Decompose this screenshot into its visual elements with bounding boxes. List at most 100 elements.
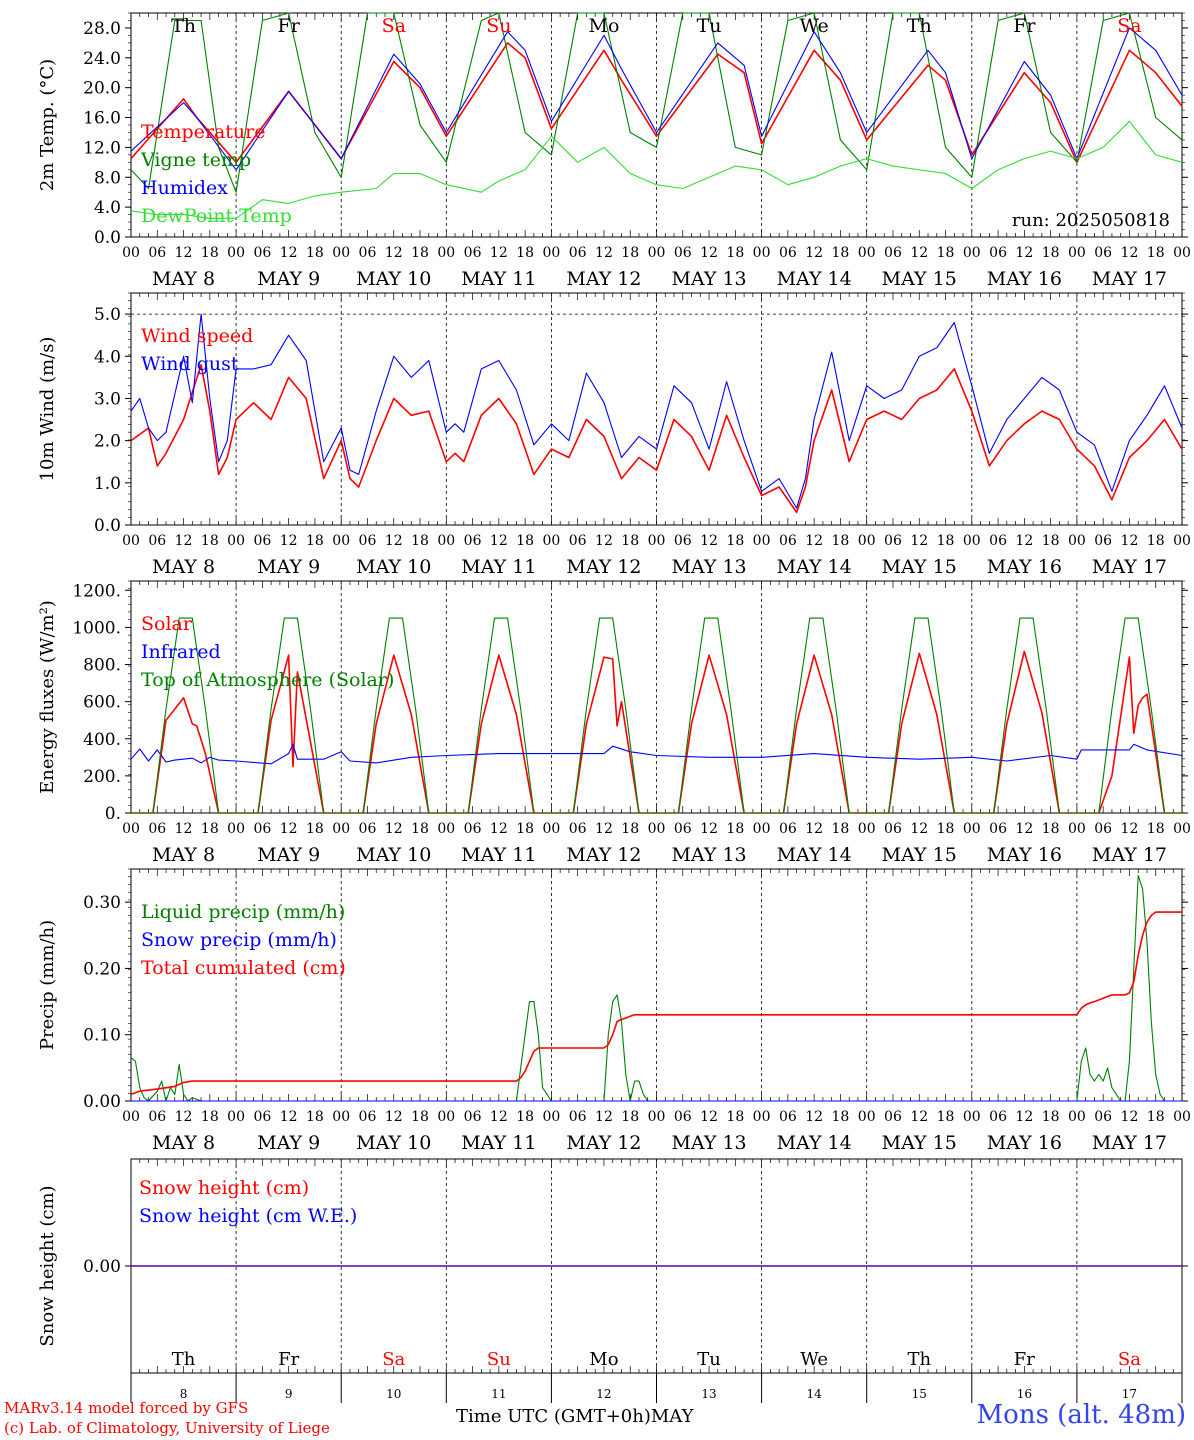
run-label: run: 2025050818 <box>1012 210 1170 231</box>
hour-tick-label: 18 <box>621 1109 639 1125</box>
hour-tick-label: 06 <box>148 533 166 549</box>
lab-credit: (c) Lab. of Climatology, University of L… <box>4 1419 330 1437</box>
hour-tick-label: 00 <box>437 245 455 261</box>
hour-tick-label: 18 <box>411 533 429 549</box>
y-tick-label: 0.0 <box>94 516 121 536</box>
hour-tick-label: 12 <box>1015 533 1033 549</box>
legend-entry: Infrared <box>141 641 221 663</box>
hour-tick-label: 00 <box>227 821 245 837</box>
hour-tick-label: 18 <box>411 1109 429 1125</box>
hour-tick-label: 06 <box>148 821 166 837</box>
date-label: MAY 16 <box>987 268 1062 290</box>
y-tick-label: 400. <box>83 730 121 750</box>
panel-2: 0.0 1.0 2.0 3.0 4.0 5.0 10m Wind (m/s) Wind spe… <box>37 292 1191 578</box>
x-axis-label: Time UTC (GMT+0h)MAY <box>456 1406 693 1427</box>
y-tick-label: 0.00 <box>83 1257 121 1277</box>
hour-tick-label: 18 <box>201 533 219 549</box>
hour-tick-label: 06 <box>569 245 587 261</box>
day-abbr: Tu <box>697 15 722 37</box>
date-label: MAY 8 <box>152 556 215 578</box>
hour-tick-label: 00 <box>963 821 981 837</box>
hour-tick-label: 18 <box>306 1109 324 1125</box>
hour-tick-label: 06 <box>884 245 902 261</box>
hour-tick-label: 06 <box>779 821 797 837</box>
hour-tick-label: 12 <box>910 533 928 549</box>
hour-tick-label: 06 <box>569 1109 587 1125</box>
legend-entry: Top of Atmosphere (Solar) <box>141 669 394 691</box>
hour-tick-label: 18 <box>726 533 744 549</box>
hour-tick-label: 06 <box>674 245 692 261</box>
hour-tick-label: 00 <box>963 1109 981 1125</box>
hour-tick-label: 18 <box>1042 821 1060 837</box>
hour-tick-label: 18 <box>937 1109 955 1125</box>
hour-tick-label: 06 <box>464 821 482 837</box>
hour-tick-label: 06 <box>1094 533 1112 549</box>
hour-tick-label: 12 <box>280 821 298 837</box>
hour-tick-label: 00 <box>542 821 560 837</box>
hour-tick-label: 06 <box>884 533 902 549</box>
hour-tick-label: 00 <box>227 245 245 261</box>
hour-tick-label: 18 <box>1042 1109 1060 1125</box>
x-axis-title: Time UTC (GMT+0h) <box>456 1406 651 1427</box>
date-label: MAY 9 <box>257 844 320 866</box>
date-label: MAY 15 <box>882 268 957 290</box>
panel-3: 0. 200. 400. 600. 800. 1000. 1200. Energy fluxe… <box>37 580 1191 866</box>
hour-tick-label: 06 <box>989 245 1007 261</box>
hour-tick-label: 06 <box>148 1109 166 1125</box>
hour-tick-label: 18 <box>832 533 850 549</box>
panel-5: 0.00 Snow height (cm) Snow height (cm) Snow… <box>37 1158 1188 1403</box>
hour-tick-label: 06 <box>253 821 271 837</box>
hour-tick-label: 12 <box>700 1109 718 1125</box>
hour-tick-label: 06 <box>779 1109 797 1125</box>
legend-entry: Wind gust <box>141 353 239 375</box>
legend-entry: Snow precip (mm/h) <box>141 929 337 951</box>
hour-tick-label: 00 <box>1068 245 1086 261</box>
date-label: MAY 12 <box>566 556 641 578</box>
hour-tick-label: 00 <box>1068 821 1086 837</box>
hour-tick-label: 06 <box>1094 1109 1112 1125</box>
date-label: MAY 13 <box>671 844 746 866</box>
series-line <box>130 911 1182 1096</box>
date-label: MAY 15 <box>882 844 957 866</box>
hour-tick-label: 06 <box>674 533 692 549</box>
hour-tick-label: 12 <box>175 245 193 261</box>
series-line <box>131 617 1182 814</box>
legend-entry: Wind speed <box>141 325 253 347</box>
day-abbr: Th <box>907 1349 931 1370</box>
hour-tick-label: 00 <box>122 245 140 261</box>
date-label: MAY 8 <box>152 1132 215 1154</box>
hour-tick-label: 12 <box>1121 1109 1139 1125</box>
y-tick-label: 200. <box>83 767 121 787</box>
hour-tick-label: 06 <box>359 821 377 837</box>
hour-tick-label: 00 <box>648 533 666 549</box>
day-number: 17 <box>1122 1387 1137 1401</box>
hour-tick-label: 12 <box>595 245 613 261</box>
date-label: MAY 11 <box>461 556 536 578</box>
hour-tick-label: 00 <box>332 533 350 549</box>
hour-tick-label: 12 <box>490 1109 508 1125</box>
hour-tick-label: 00 <box>963 245 981 261</box>
hour-tick-label: 18 <box>411 821 429 837</box>
hour-tick-label: 18 <box>621 533 639 549</box>
y-axis-label: Snow height (cm) <box>37 1185 58 1346</box>
day-abbr: Mo <box>588 15 619 37</box>
date-label: MAY 9 <box>257 268 320 290</box>
hour-tick-label: 12 <box>385 821 403 837</box>
hour-tick-label: 00 <box>1068 533 1086 549</box>
hour-tick-label: 18 <box>306 533 324 549</box>
y-tick-label: 0.00 <box>83 1092 121 1112</box>
date-label: MAY 17 <box>1092 1132 1167 1154</box>
date-label: MAY 9 <box>257 556 320 578</box>
hour-tick-label: 00 <box>858 1109 876 1125</box>
date-label: MAY 12 <box>566 268 641 290</box>
y-tick-label: 5.0 <box>94 305 121 325</box>
date-label: MAY 17 <box>1092 268 1167 290</box>
hour-tick-label: 12 <box>1121 533 1139 549</box>
hour-tick-label: 18 <box>937 245 955 261</box>
hour-tick-label: 12 <box>280 1109 298 1125</box>
hour-tick-label: 12 <box>700 533 718 549</box>
hour-tick-label: 12 <box>385 245 403 261</box>
y-tick-label: 0.20 <box>83 959 121 979</box>
day-abbr: Tu <box>697 1349 721 1370</box>
y-tick-label: 8.0 <box>94 168 121 188</box>
